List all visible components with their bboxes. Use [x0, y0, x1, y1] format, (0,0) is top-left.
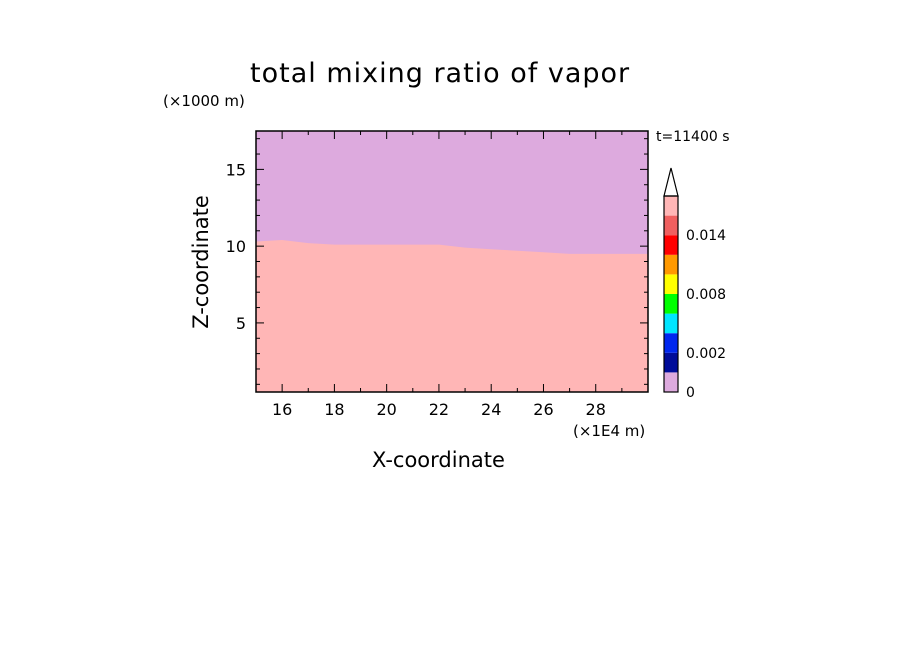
colorbar-segment [664, 294, 678, 314]
colorbar-segment [664, 313, 678, 334]
x-tick-label: 18 [324, 400, 344, 419]
x-tick-label: 28 [586, 400, 606, 419]
colorbar-segment [664, 333, 678, 353]
colorbar-extend-arrow [663, 167, 679, 197]
x-tick-label: 22 [429, 400, 449, 419]
colorbar-segment [664, 196, 678, 216]
time-label: t=11400 s [656, 129, 730, 145]
contour-fills [256, 131, 648, 392]
chart-title: total mixing ratio of vapor [250, 58, 631, 89]
y-tick-label: 5 [236, 314, 246, 333]
x-tick-label: 26 [533, 400, 553, 419]
colorbar-segment [664, 215, 678, 236]
x-tick-label: 16 [272, 400, 292, 419]
x-axis-unit: (×1E4 m) [573, 422, 646, 440]
colorbar-segment [664, 274, 678, 294]
y-axis-unit: (×1000 m) [163, 92, 245, 110]
x-tick-label: 24 [481, 400, 501, 419]
colorbar-frame [663, 195, 679, 393]
y-tick-label: 10 [226, 237, 246, 256]
colorbar-tick-label: 0.014 [686, 228, 726, 244]
colorbar-tick-label: 0 [686, 385, 695, 401]
y-tick-label: 15 [226, 160, 246, 179]
colorbar-segment [664, 352, 678, 373]
colorbar-tick-label: 0.002 [686, 346, 726, 362]
x-tick-label: 20 [376, 400, 396, 419]
colorbar-tick-label: 0.008 [686, 287, 726, 303]
colorbar-segment [664, 235, 678, 255]
axis-ticks: 16 18 20 22 24 26 28 5 10 15 [226, 131, 649, 419]
x-axis-label: X-coordinate [372, 448, 505, 472]
contour-band-0 [256, 240, 648, 392]
colorbar: 0 0.002 0.008 0.014 [663, 167, 726, 401]
colorbar-segment [664, 254, 678, 275]
colorbar-segment [664, 372, 678, 392]
